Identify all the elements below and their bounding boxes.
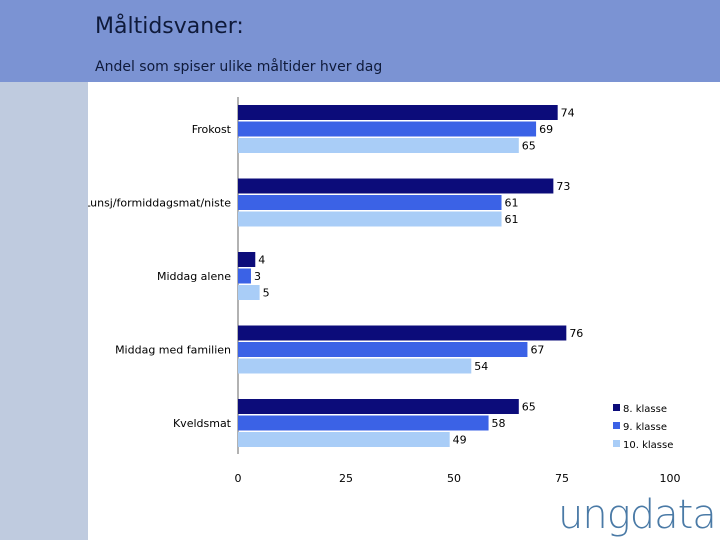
data-label-1-2: 69 (539, 123, 553, 136)
x-tick-label-4: 75 (555, 472, 569, 482)
bar-3-2 (238, 268, 251, 284)
data-label-3-3: 5 (263, 287, 270, 300)
data-label-3-2: 3 (254, 270, 261, 283)
category-label-4: Middag med familien (115, 344, 231, 357)
data-label-4-1: 76 (569, 327, 583, 340)
x-tick-label-2: 25 (339, 472, 353, 482)
data-label-5-2: 58 (492, 417, 506, 430)
category-label-5: Kveldsmat (173, 417, 232, 430)
data-label-2-3: 61 (505, 213, 519, 226)
bar-1-2 (238, 121, 537, 137)
legend-swatch-2 (613, 422, 620, 429)
bar-1-1 (238, 105, 558, 120)
category-label-3: Middag alene (157, 270, 231, 283)
bar-5-3 (238, 432, 450, 447)
bar-4-2 (238, 342, 528, 357)
page-subtitle: Andel som spiser ulike måltider hver dag (95, 59, 383, 75)
bar-1-3 (238, 138, 519, 153)
bar-2-2 (238, 195, 502, 210)
legend-label-3: 10. klasse (623, 440, 673, 451)
header-band: Måltidsvaner: Andel som spiser ulike mål… (0, 0, 720, 82)
page-title: Måltidsvaner: (95, 14, 244, 39)
bar-5-2 (238, 415, 489, 431)
data-label-4-3: 54 (474, 360, 488, 373)
x-tick-label-1: 0 (235, 472, 242, 482)
bar-3-1 (238, 252, 256, 267)
bar-4-1 (238, 325, 567, 341)
left-sidebar-band (0, 82, 88, 540)
bar-2-3 (238, 211, 502, 227)
data-label-3-1: 4 (258, 254, 265, 267)
category-label-2: Lunsj/formiddagsmat/niste (88, 197, 231, 210)
x-tick-label-3: 50 (447, 472, 461, 482)
legend-swatch-3 (613, 440, 620, 447)
bar-chart: 746965Frokost736161Lunsj/formiddagsmat/n… (88, 97, 681, 482)
legend-label-2: 9. klasse (623, 422, 667, 433)
data-label-1-1: 74 (561, 107, 575, 120)
legend-label-1: 8. klasse (623, 404, 667, 415)
category-label-1: Frokost (192, 123, 232, 136)
data-label-4-2: 67 (530, 344, 544, 357)
data-label-5-1: 65 (522, 401, 536, 414)
data-label-2-1: 73 (556, 180, 570, 193)
x-tick-label-5: 100 (660, 472, 681, 482)
bar-3-3 (238, 285, 260, 300)
data-label-2-2: 61 (505, 197, 519, 210)
legend-swatch-1 (613, 404, 620, 411)
bar-4-3 (238, 358, 472, 374)
ungdata-logo: ungdata (558, 492, 717, 538)
data-label-5-3: 49 (453, 434, 467, 447)
bar-5-1 (238, 399, 519, 414)
bar-2-1 (238, 178, 554, 194)
data-label-1-3: 65 (522, 140, 536, 153)
